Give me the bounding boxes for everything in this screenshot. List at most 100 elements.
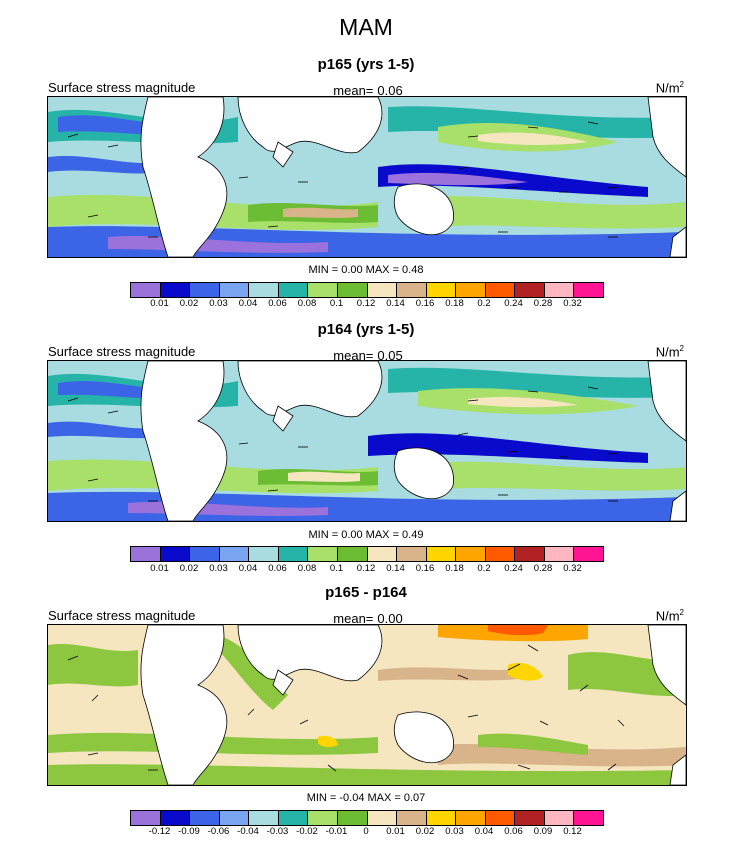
colorbar-tick-label: -0.01 — [325, 826, 348, 837]
colorbar-swatch — [515, 283, 545, 297]
colorbar-tick-label: 0.32 — [563, 563, 582, 574]
colorbar-swatch — [456, 547, 486, 561]
colorbar-swatch — [337, 547, 368, 561]
colorbar-swatch — [190, 811, 220, 825]
panel-1-colorbar-labels: 0.01 0.02 0.03 0.04 0.06 0.08 0.1 0.12 0.14 0.16 0… — [130, 298, 602, 310]
colorbar-swatch — [337, 811, 368, 825]
panel-3-colorbar-labels: -0.12 -0.09 -0.06 -0.04 -0.03 -0.02 -0.01 0 0.01… — [130, 826, 602, 838]
panel-1-units-base: N/m — [655, 80, 680, 96]
panel-3-minmax: MIN = -0.04 MAX = 0.07 — [306, 792, 426, 804]
panel-3-title: p165 - p164 — [325, 584, 407, 601]
colorbar-swatch — [278, 547, 309, 561]
panel-3-map — [47, 624, 687, 786]
colorbar-tick-label: 0.04 — [238, 563, 258, 574]
colorbar-tick-label: -0.12 — [148, 826, 171, 837]
colorbar-tick-label: 0.03 — [445, 826, 464, 837]
colorbar-tick-label: 0.24 — [504, 298, 523, 309]
colorbar-swatch — [278, 811, 309, 825]
colorbar-swatch — [485, 283, 516, 297]
colorbar-tick-label: -0.06 — [207, 826, 230, 837]
colorbar-tick-label: 0.06 — [268, 298, 287, 309]
colorbar-tick-label: 0.03 — [209, 563, 228, 574]
panel-2-mean-value: 0.05 — [377, 348, 403, 363]
panel-1-mean-value: 0.06 — [377, 83, 403, 98]
panel-2-map — [47, 360, 687, 522]
colorbar-swatch — [544, 547, 575, 561]
panel-2-title: p164 (yrs 1-5) — [317, 321, 415, 338]
colorbar-swatch — [160, 547, 191, 561]
colorbar-tick-label: 0.12 — [356, 563, 376, 574]
colorbar-swatch — [367, 547, 398, 561]
colorbar-tick-label: 0.16 — [415, 563, 435, 574]
colorbar-swatch — [249, 283, 279, 297]
colorbar-tick-label: -0.04 — [237, 826, 259, 837]
colorbar-tick-label: 0.02 — [415, 826, 435, 837]
colorbar-tick-label: 0.2 — [477, 563, 491, 574]
colorbar-tick-label: 0.08 — [297, 298, 317, 309]
colorbar-swatch — [308, 547, 338, 561]
colorbar-swatch — [190, 283, 220, 297]
colorbar-tick-label: 0.18 — [445, 563, 464, 574]
panel-1-mean-label: mean= — [333, 83, 374, 98]
colorbar-swatch — [574, 283, 603, 297]
colorbar-tick-label: 0.04 — [474, 826, 494, 837]
panel-1-units-exp: 2 — [679, 80, 684, 89]
colorbar-tick-label: 0.02 — [179, 563, 199, 574]
panel-1-map — [47, 96, 687, 258]
panel-3-units-exp: 2 — [679, 608, 684, 617]
colorbar-swatch — [397, 547, 427, 561]
colorbar-swatch — [219, 547, 250, 561]
colorbar-swatch — [544, 811, 575, 825]
colorbar-tick-label: 0.01 — [386, 826, 405, 837]
colorbar-tick-label: 0.02 — [179, 298, 199, 309]
colorbar-tick-label: 0.12 — [563, 826, 582, 837]
colorbar-swatch — [544, 283, 575, 297]
colorbar-swatch — [249, 547, 279, 561]
colorbar-swatch — [308, 811, 338, 825]
colorbar-swatch — [308, 283, 338, 297]
colorbar-swatch — [190, 547, 220, 561]
panel-2-units-base: N/m — [655, 344, 680, 360]
colorbar-tick-label: 0.01 — [150, 298, 169, 309]
colorbar-tick-label: 0.1 — [329, 298, 344, 309]
colorbar-tick-label: 0.08 — [297, 563, 317, 574]
colorbar-swatch — [367, 811, 398, 825]
panel-2-units: N/m2 — [656, 344, 684, 359]
colorbar-swatch — [278, 283, 309, 297]
panel-3-units-base: N/m — [655, 608, 680, 624]
colorbar-swatch — [456, 283, 486, 297]
panel-3-colorbar — [130, 810, 604, 826]
panel-2-units-exp: 2 — [679, 344, 684, 353]
panel-1-colorbar — [130, 282, 604, 298]
panel-2-mean-label: mean= — [333, 348, 374, 363]
colorbar-tick-label: 0.14 — [386, 298, 405, 309]
colorbar-tick-label: 0.03 — [209, 298, 228, 309]
colorbar-swatch — [515, 811, 545, 825]
colorbar-tick-label: 0.28 — [533, 563, 553, 574]
colorbar-swatch — [574, 811, 603, 825]
colorbar-tick-label: 0.2 — [477, 298, 491, 309]
panel-1-units: N/m2 — [656, 80, 684, 95]
colorbar-tick-label: 0.32 — [563, 298, 582, 309]
colorbar-swatch — [160, 811, 191, 825]
colorbar-swatch — [131, 283, 161, 297]
panel-2-colorbar — [130, 546, 604, 562]
colorbar-swatch — [367, 283, 398, 297]
colorbar-swatch — [426, 811, 457, 825]
colorbar-swatch — [219, 811, 250, 825]
colorbar-tick-label: 0.24 — [504, 563, 523, 574]
colorbar-tick-label: 0.28 — [533, 298, 553, 309]
panel-1-variable-label: Surface stress magnitude — [48, 80, 196, 95]
colorbar-tick-label: 0.14 — [386, 563, 405, 574]
colorbar-swatch — [397, 811, 427, 825]
panel-2-minmax: MIN = 0.00 MAX = 0.49 — [308, 529, 424, 541]
panel-3-units: N/m2 — [656, 608, 684, 623]
colorbar-tick-label: 0.12 — [356, 298, 376, 309]
colorbar-swatch — [397, 283, 427, 297]
panel-2-variable-label: Surface stress magnitude — [48, 344, 196, 359]
colorbar-tick-label: 0.04 — [238, 298, 258, 309]
colorbar-swatch — [249, 811, 279, 825]
panel-3-mean-value: 0.00 — [377, 611, 403, 626]
colorbar-swatch — [426, 547, 457, 561]
panel-1-title: p165 (yrs 1-5) — [317, 56, 415, 73]
